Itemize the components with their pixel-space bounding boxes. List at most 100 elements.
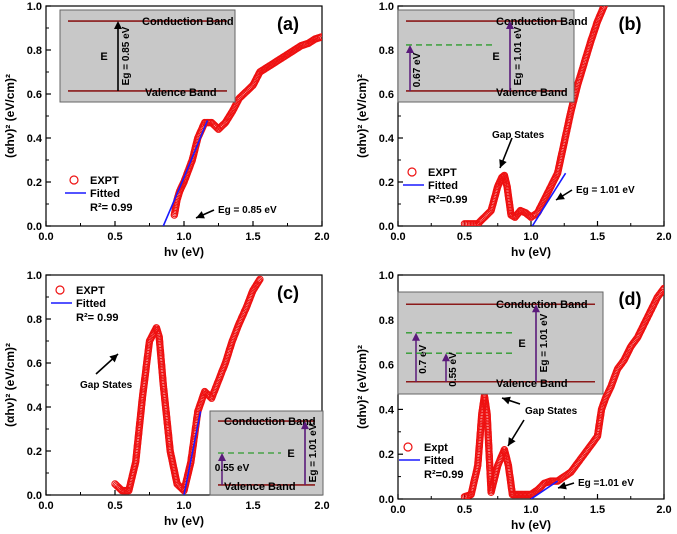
- data-point: [255, 276, 263, 285]
- panel-label: (d): [619, 289, 642, 309]
- x-tick-label: 2.0: [314, 500, 329, 512]
- data-point: [205, 392, 214, 400]
- x-tick-label: 2.0: [656, 231, 671, 243]
- level-1-arrow-head: [406, 44, 414, 53]
- gap-arrow-head: [114, 21, 122, 30]
- x-tick-label: 2.0: [314, 231, 329, 243]
- legend-label-expt: EXPT: [90, 175, 119, 187]
- x-tick-label: 1.0: [176, 500, 191, 512]
- y-tick-label: 0.6: [27, 89, 42, 101]
- conduction-band-label: Conduction Band: [142, 16, 234, 28]
- conduction-band-label: Conduction Band: [496, 299, 588, 311]
- e-label: E: [100, 51, 107, 63]
- x-tick-label: 0.0: [38, 500, 53, 512]
- data-point: [600, 6, 608, 10]
- gap-states-arrow-head: [502, 396, 511, 405]
- x-tick-label: 0.5: [107, 500, 122, 512]
- x-axis-label: hν (eV): [511, 518, 551, 532]
- e-label: E: [518, 338, 525, 350]
- y-tick-label: 0.8: [379, 315, 394, 327]
- x-tick-label: 0.0: [390, 504, 405, 516]
- x-tick-label: 1.0: [523, 231, 538, 243]
- level-1-label: 0.55 eV: [215, 463, 250, 474]
- level-1-arrow-head: [412, 332, 420, 341]
- inset-eg-label: Eg = 1.01 eV: [513, 26, 524, 85]
- valence-band-label: Valence Band: [496, 378, 568, 390]
- level-2-label: 0.55 eV: [448, 352, 459, 387]
- level-1-arrow-head: [218, 453, 226, 461]
- x-tick-label: 1.5: [245, 500, 260, 512]
- y-tick-label: 0.2: [379, 177, 394, 189]
- y-tick-label: 1.0: [379, 1, 394, 13]
- valence-band-label: Valence Band: [145, 87, 217, 99]
- legend-r2: R²= 0.99: [76, 312, 119, 324]
- legend-marker-expt: [407, 167, 417, 177]
- panel-c: 0.0 0.5 1.0 1.5 2.0 0.0 0.2 0.4 0.6 0.8 1.0 hν (eV)…: [3, 270, 330, 528]
- x-tick-label: 1.5: [590, 231, 605, 243]
- gap-arrow-head: [532, 304, 540, 313]
- eg-arrow-head: [196, 211, 205, 219]
- panel-d: 0.0 0.5 1.0 1.5 2.0 0.0 0.2 0.4 0.6 0.8 1.0 hν (eV)…: [355, 270, 672, 532]
- y-tick-label: 0.4: [27, 133, 43, 145]
- x-axis-label: hν (eV): [511, 245, 551, 259]
- y-axis-label: (αhν)² (eV/cm)²: [3, 343, 17, 427]
- level-1-label: 0.7 eV: [418, 344, 429, 373]
- legend-label-expt: EXPT: [428, 167, 457, 179]
- y-tick-label: 0.0: [379, 221, 394, 233]
- y-axis-label: (αhν)² (eV/cm)²: [3, 74, 17, 158]
- fitted-line: [162, 120, 209, 226]
- y-tick-label: 0.0: [27, 490, 42, 502]
- inset-band-diagram: Conduction Band Valence Band E Eg = 1.01 eV…: [397, 9, 588, 103]
- data-point: [658, 287, 664, 295]
- fitted-line: [531, 172, 567, 226]
- panel-label: (c): [277, 283, 299, 303]
- inset-eg-label: Eg = 1.01 eV: [539, 313, 550, 372]
- e-label: E: [492, 51, 499, 63]
- x-tick-label: 1.0: [523, 504, 538, 516]
- data-point: [213, 124, 222, 132]
- conduction-band-label: Conduction Band: [496, 16, 588, 28]
- x-tick-label: 0.5: [457, 231, 472, 243]
- data-point: [526, 212, 534, 221]
- data-layer: [111, 275, 264, 495]
- legend-marker-expt: [55, 285, 65, 295]
- gap-states-label: Gap States: [80, 380, 133, 391]
- y-tick-label: 0.8: [27, 314, 42, 326]
- gap-states-label: Gap States: [525, 406, 578, 417]
- y-tick-label: 0.4: [379, 404, 395, 416]
- y-tick-label: 0.2: [27, 177, 42, 189]
- gap-states-arrow-2-head: [508, 437, 516, 446]
- inset-band-diagram: Conduction Band Valence Band E Eg = 0.85 eV: [59, 9, 236, 103]
- fitted-line: [530, 480, 559, 499]
- data-layer: [460, 284, 664, 499]
- data-point: [659, 286, 664, 294]
- x-tick-label: 0.5: [457, 504, 472, 516]
- x-tick-label: 0.5: [107, 231, 122, 243]
- y-axis-label: (αhν)² (eV/cm)²: [355, 74, 369, 158]
- conduction-band-label: Conduction Band: [224, 416, 316, 428]
- eg-label: Eg = 1.01 eV: [576, 185, 635, 196]
- legend-r2: R²=0.99: [424, 469, 463, 481]
- level-2-arrow-head: [442, 353, 450, 362]
- legend-label-expt: EXPT: [76, 285, 105, 297]
- inset-background: [59, 9, 236, 103]
- legend-marker-expt: [403, 442, 413, 452]
- eg-arrow-head: [556, 192, 565, 200]
- data-layer: [460, 6, 608, 226]
- y-tick-label: 1.0: [27, 1, 42, 13]
- legend-label-fitted: Fitted: [428, 180, 458, 192]
- data-point: [248, 82, 256, 91]
- data-point: [212, 123, 220, 131]
- legend-label-fitted: Fitted: [424, 455, 454, 467]
- panel-label: (a): [277, 14, 299, 34]
- legend-label-expt: Expt: [424, 442, 448, 454]
- inset-band-diagram: Conduction Band Valence Band E Eg = 1.01 eV…: [209, 410, 324, 496]
- fitted-line: [183, 411, 202, 495]
- data-point: [256, 275, 264, 284]
- x-tick-label: 1.5: [590, 504, 605, 516]
- y-tick-label: 0.6: [379, 360, 394, 372]
- y-tick-label: 1.0: [379, 270, 394, 282]
- x-axis-label: hν (eV): [164, 245, 204, 259]
- y-tick-label: 0.4: [379, 133, 395, 145]
- y-tick-label: 0.0: [27, 221, 42, 233]
